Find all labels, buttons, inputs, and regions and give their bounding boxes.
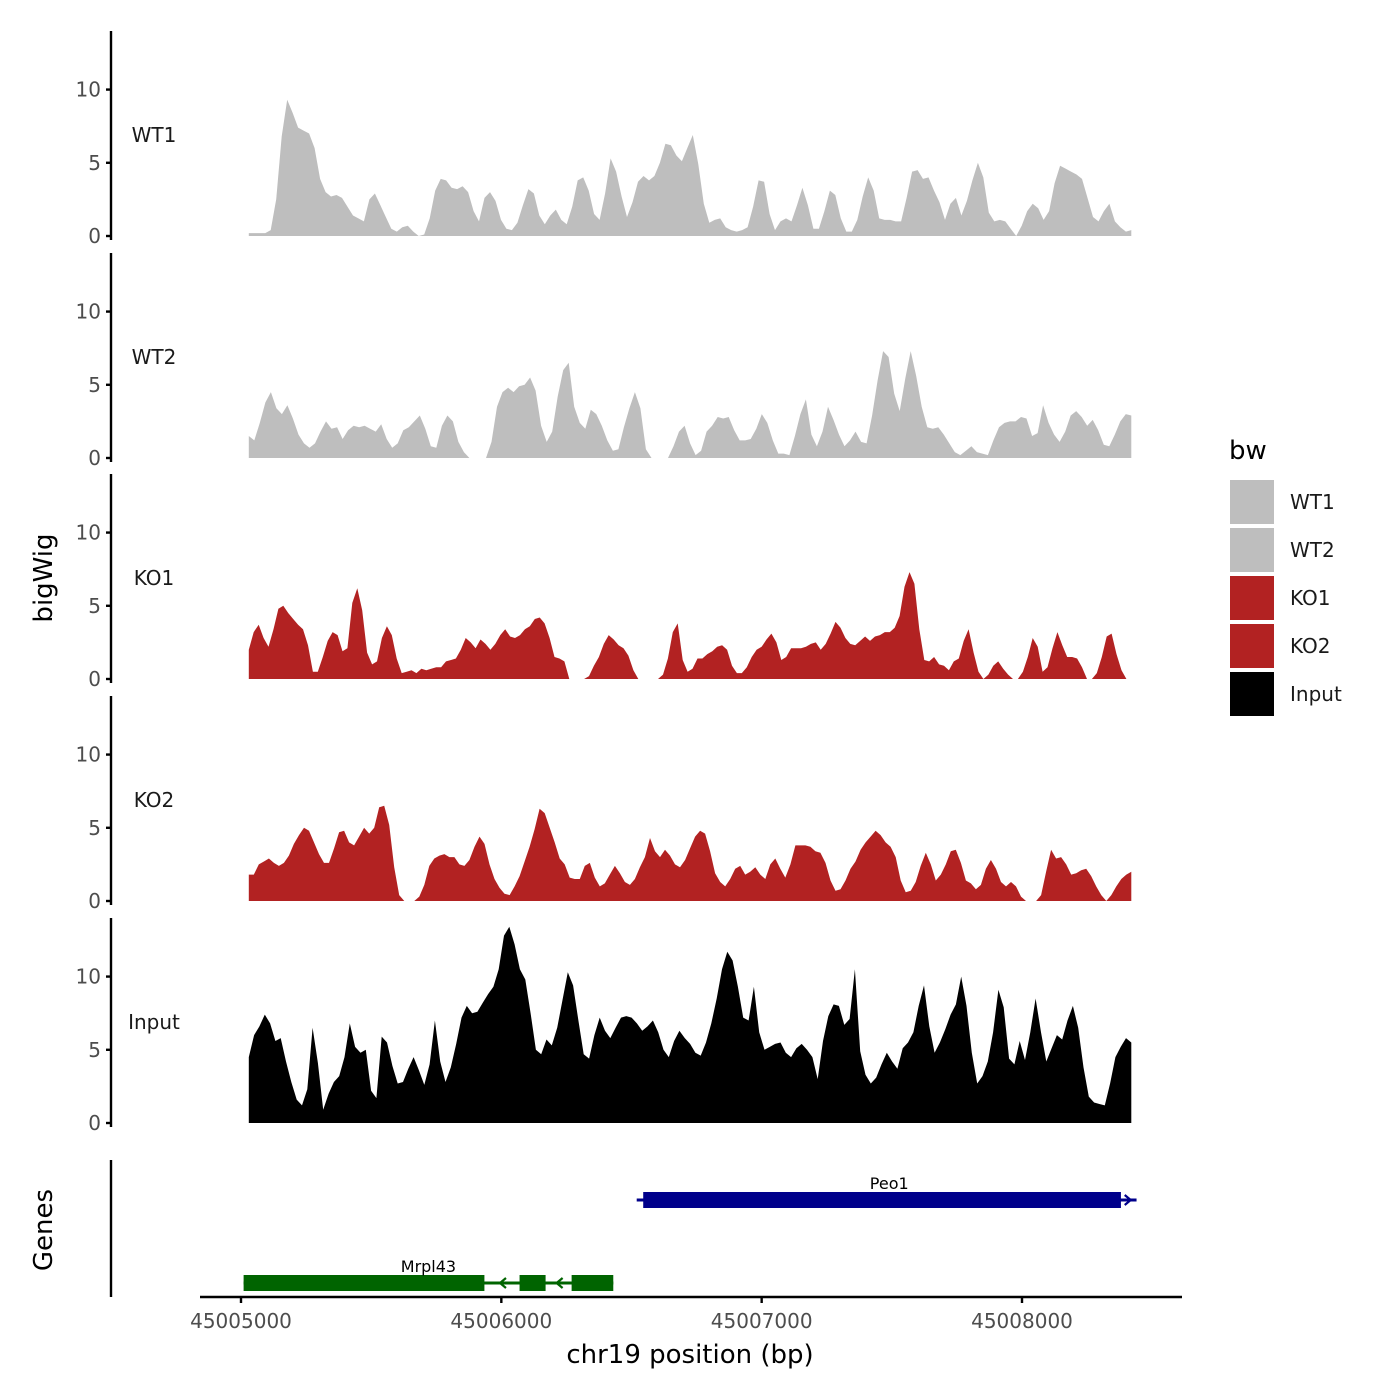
gene-exon [643,1192,1121,1208]
y-tick-label: 10 [76,521,101,545]
x-tick-label: 45006000 [450,1309,552,1333]
y-axis-title: bigWig [29,533,59,622]
legend-swatch-ko1 [1230,576,1274,620]
strand-arrow [554,1277,564,1289]
track-wt2: 0 5 10 WT2 [76,253,1132,470]
gene-exon [243,1275,485,1291]
x-tick-label: 45008000 [971,1309,1073,1333]
y-tick-label: 10 [76,965,101,989]
y-tick-label: 5 [88,373,101,397]
strand-arrow [498,1277,507,1289]
y-tick-label: 5 [88,1038,101,1062]
track-input: 0 5 10 Input [76,918,1132,1135]
legend: bw WT1 WT2 KO1 KO2 Input [1229,436,1342,716]
legend-label-wt1: WT1 [1290,490,1335,514]
x-tick-label: 45007000 [711,1309,813,1333]
legend-swatch-ko2 [1230,624,1274,668]
y-tick-label: 10 [76,78,101,102]
y-tick-label: 5 [88,594,101,618]
track-wt1: 0 5 10 WT1 [76,31,1132,248]
legend-label-ko2: KO2 [1290,634,1331,658]
y-tick-label: 5 [88,816,101,840]
y-tick-label: 0 [88,667,101,691]
track-label: KO2 [134,788,175,812]
legend-label-wt2: WT2 [1290,538,1335,562]
coverage-area-wt1 [248,99,1132,236]
x-axis: 45005000 45006000 45007000 45008000 [190,1295,1182,1333]
y-tick-label: 0 [88,446,101,470]
legend-title: bw [1229,436,1267,466]
track-label: WT1 [132,123,177,147]
coverage-area-ko1 [248,572,1132,679]
legend-swatch-wt1 [1230,480,1274,524]
gene-annotation-panel: Mrpl43 Peo1 [109,1160,1137,1297]
x-axis-title: chr19 position (bp) [566,1340,813,1370]
x-tick-label: 45005000 [190,1309,292,1333]
legend-label-ko1: KO1 [1290,586,1331,610]
legend-swatch-input [1230,672,1274,716]
legend-label-input: Input [1290,682,1342,706]
gene-label: Peo1 [870,1174,909,1193]
gene-exon [571,1275,614,1291]
coverage-area-ko2 [248,805,1132,901]
gene-mrpl43: Mrpl43 [243,1257,614,1291]
y-tick-label: 0 [88,1111,101,1135]
strand-arrow [1124,1194,1133,1206]
y-tick-label: 10 [76,300,101,324]
gene-peo1: Peo1 [636,1174,1137,1208]
coverage-area-input [248,926,1132,1123]
track-label: KO1 [134,566,175,590]
y-tick-label: 10 [76,743,101,767]
gene-exon [519,1275,546,1291]
y-tick-label: 5 [88,151,101,175]
genes-axis-title: Genes [29,1189,59,1271]
y-tick-label: 0 [88,224,101,248]
track-ko1: 0 5 10 KO1 [76,474,1132,691]
track-label: Input [128,1010,180,1034]
track-ko2: 0 5 10 KO2 [76,696,1132,913]
legend-swatch-wt2 [1230,528,1274,572]
gene-label: Mrpl43 [401,1257,456,1276]
coverage-tracks: 0 5 10 WT1 0 5 10 WT2 0 5 10 KO1 0 5 10 KO2 0 5 10 Input [76,31,1132,1135]
track-label: WT2 [132,345,177,369]
y-tick-label: 0 [88,889,101,913]
coverage-area-wt2 [248,351,1132,458]
